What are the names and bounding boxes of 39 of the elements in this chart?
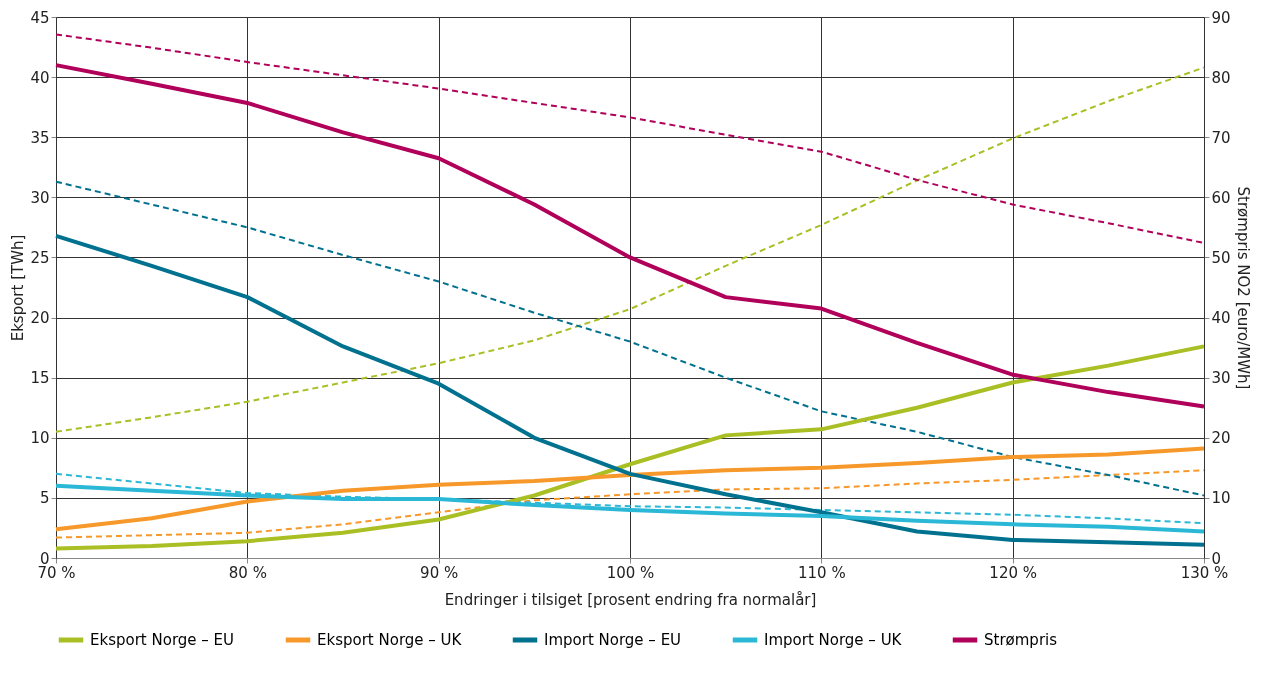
y2-tick-label: 20	[1211, 429, 1231, 448]
y-tick-label: 45	[30, 8, 50, 27]
legend-label: Eksport Norge – UK	[317, 631, 463, 649]
legend-label: Import Norge – UK	[764, 631, 903, 649]
y2-tick-label: 30	[1211, 369, 1231, 388]
legend-label: Eksport Norge – EU	[90, 631, 235, 649]
x-tick-label: 110 %	[798, 563, 846, 582]
line-series	[54, 344, 1206, 551]
x-tick-label: 120 %	[989, 563, 1037, 582]
y2-tick-label: 40	[1211, 309, 1231, 328]
line-series	[54, 233, 1206, 547]
x-tick-label: 80 %	[228, 563, 267, 582]
x-axis-title: Endringer i tilsiget [prosent endring fra normalår]	[444, 590, 817, 609]
y2-tick-label: 10	[1211, 489, 1231, 508]
x-tick-label: 130 %	[1180, 563, 1229, 582]
y-tick-label: 5	[39, 489, 50, 508]
y-axis-title: Eksport [TWh]	[9, 234, 28, 342]
y2-tick-label: 70	[1211, 128, 1231, 147]
y-tick-label: 35	[30, 128, 50, 147]
legend-label: Strømpris	[984, 631, 1058, 649]
line-series	[55, 33, 1205, 245]
x-tick-label: 90 %	[420, 563, 459, 582]
y2-tick-label: 80	[1211, 68, 1231, 87]
y2-axis-title: Strømpris NO2 [euro/MWh]	[1233, 186, 1252, 390]
legend-label: Import Norge – EU	[544, 631, 682, 649]
y2-tick-label: 50	[1211, 248, 1231, 267]
y-tick-label: 25	[30, 248, 50, 267]
x-tick-label: 100 %	[606, 563, 655, 582]
line-series	[54, 446, 1206, 532]
y-tick-label: 20	[30, 309, 50, 328]
line-series	[55, 469, 1205, 539]
y-tick-label: 15	[30, 369, 50, 388]
line-series	[55, 180, 1205, 497]
y-tick-label: 40	[30, 68, 50, 87]
y-tick-label: 30	[30, 188, 50, 207]
x-tick-label: 70 %	[37, 563, 76, 582]
y2-tick-label: 60	[1211, 188, 1231, 207]
y2-tick-label: 90	[1211, 8, 1231, 27]
y-tick-label: 10	[30, 429, 50, 448]
